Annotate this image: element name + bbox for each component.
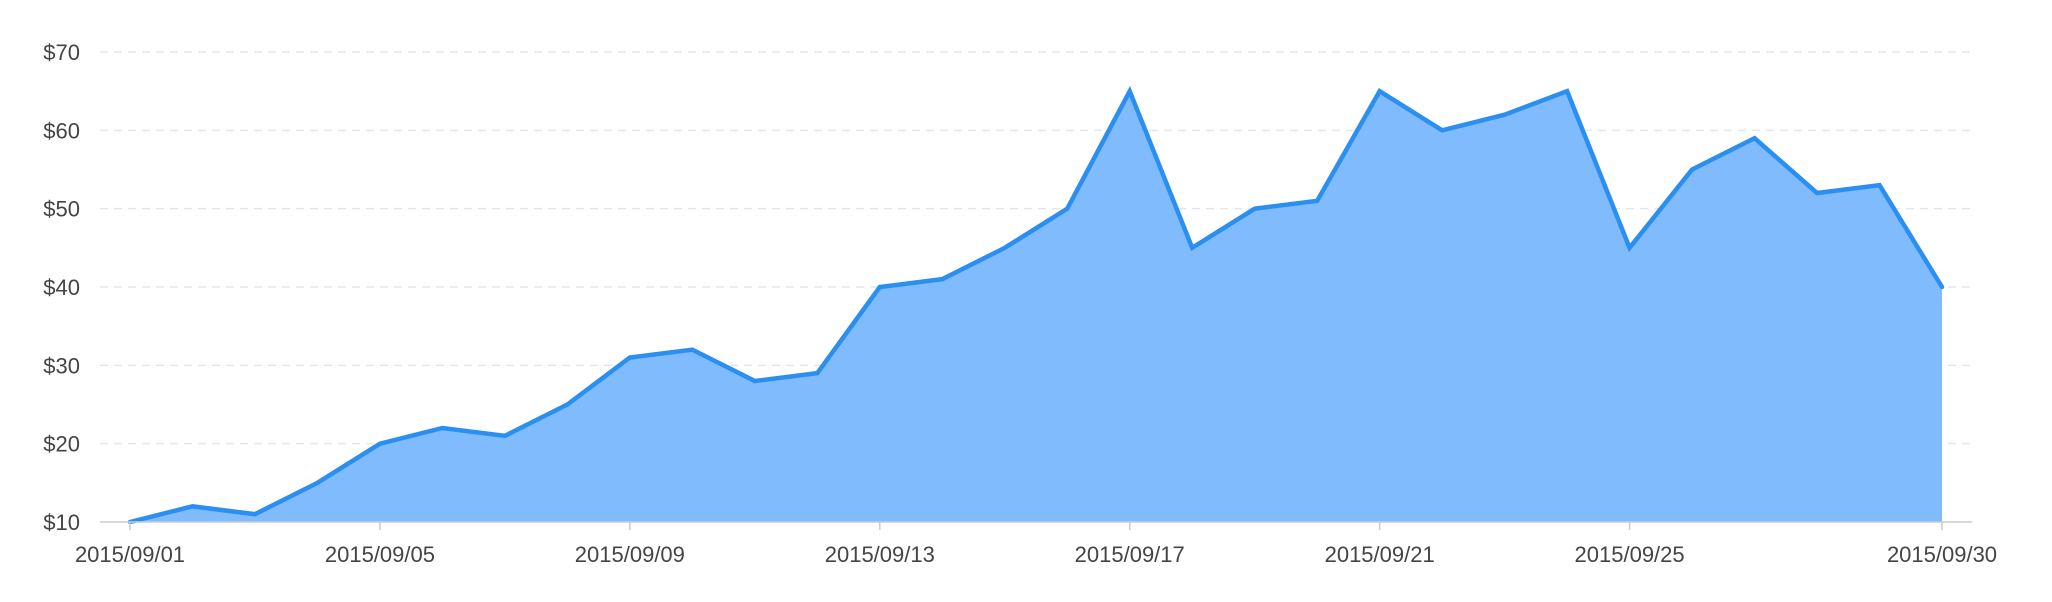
series-area-0 [130, 91, 1942, 523]
x-tick-label: 2015/09/09 [575, 542, 685, 567]
y-tick-label: $50 [43, 197, 80, 222]
y-tick-label: $70 [43, 40, 80, 65]
x-tick-label: 2015/09/01 [75, 542, 185, 567]
y-tick-label: $40 [43, 275, 80, 300]
x-tick-label: 2015/09/30 [1887, 542, 1997, 567]
x-tick-label: 2015/09/25 [1575, 542, 1685, 567]
y-tick-label: $10 [43, 510, 80, 535]
x-tick-label: 2015/09/17 [1075, 542, 1185, 567]
x-tick-label: 2015/09/05 [325, 542, 435, 567]
series-line-0 [127, 85, 1945, 525]
y-tick-label: $30 [43, 353, 80, 378]
y-tick-label: $20 [43, 432, 80, 457]
y-tick-label: $60 [43, 118, 80, 143]
x-tick-label: 2015/09/13 [825, 542, 935, 567]
x-tick-label: 2015/09/21 [1325, 542, 1435, 567]
